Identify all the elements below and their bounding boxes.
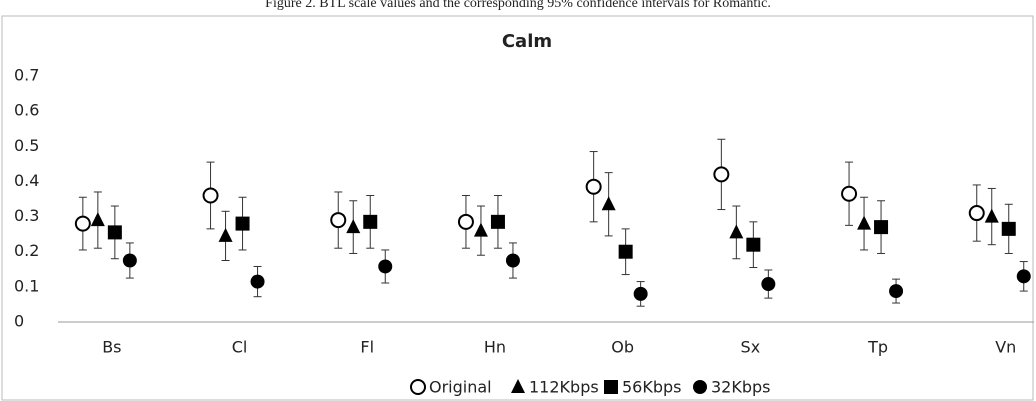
legend-label: Original <box>429 378 492 397</box>
marker <box>1016 269 1031 284</box>
marker <box>633 286 648 301</box>
legend-marker <box>693 380 707 394</box>
x-tick-label: Ob <box>611 338 634 357</box>
legend-label: 56Kbps <box>622 378 682 397</box>
marker <box>74 215 91 232</box>
marker <box>330 212 347 229</box>
marker <box>202 187 219 204</box>
legend-marker <box>511 379 525 393</box>
marker <box>874 220 889 235</box>
marker <box>585 178 602 195</box>
marker <box>984 208 999 223</box>
x-tick-label: Vn <box>995 338 1016 357</box>
marker <box>857 215 872 230</box>
marker <box>457 213 474 230</box>
x-tick-label: Bs <box>102 338 121 357</box>
marker <box>363 214 378 229</box>
y-tick-label: 0.4 <box>14 171 39 190</box>
marker <box>378 259 393 274</box>
marker <box>968 205 985 222</box>
y-tick-label: 0.1 <box>14 276 39 295</box>
marker <box>90 212 105 227</box>
caption: Figure 2. BTL scale values and the corre… <box>265 0 771 11</box>
x-tick-label: Tp <box>867 338 888 357</box>
marker <box>746 237 761 252</box>
marker <box>122 253 137 268</box>
chart-border <box>1 15 1034 401</box>
chart-title: Calm <box>502 31 552 52</box>
marker <box>473 222 488 237</box>
x-tick-label: Cl <box>232 338 248 357</box>
marker <box>1001 221 1016 236</box>
marker <box>601 196 616 211</box>
marker <box>235 216 250 231</box>
y-tick-label: 0.7 <box>14 66 39 85</box>
marker <box>729 224 744 239</box>
marker <box>250 274 265 289</box>
marker <box>218 227 233 242</box>
marker <box>841 185 858 202</box>
legend-label: 32Kbps <box>711 378 771 397</box>
y-tick-label: 0.3 <box>14 206 39 225</box>
legend-label: 112Kbps <box>529 378 599 397</box>
y-tick-label: 0.5 <box>14 136 39 155</box>
y-tick-label: 0.2 <box>14 241 39 260</box>
x-tick-label: Hn <box>484 338 506 357</box>
legend-marker <box>410 379 426 395</box>
y-tick-label: 0.6 <box>14 101 39 120</box>
y-tick-label: 0 <box>14 312 24 331</box>
marker <box>505 253 520 268</box>
marker <box>889 284 904 299</box>
marker <box>618 244 633 259</box>
marker <box>107 225 122 240</box>
x-tick-label: Fl <box>360 338 374 357</box>
marker <box>713 166 730 183</box>
x-tick-label: Sx <box>741 338 761 357</box>
marker <box>761 277 776 292</box>
marker <box>346 219 361 234</box>
marker <box>490 214 505 229</box>
legend-marker <box>604 380 618 394</box>
